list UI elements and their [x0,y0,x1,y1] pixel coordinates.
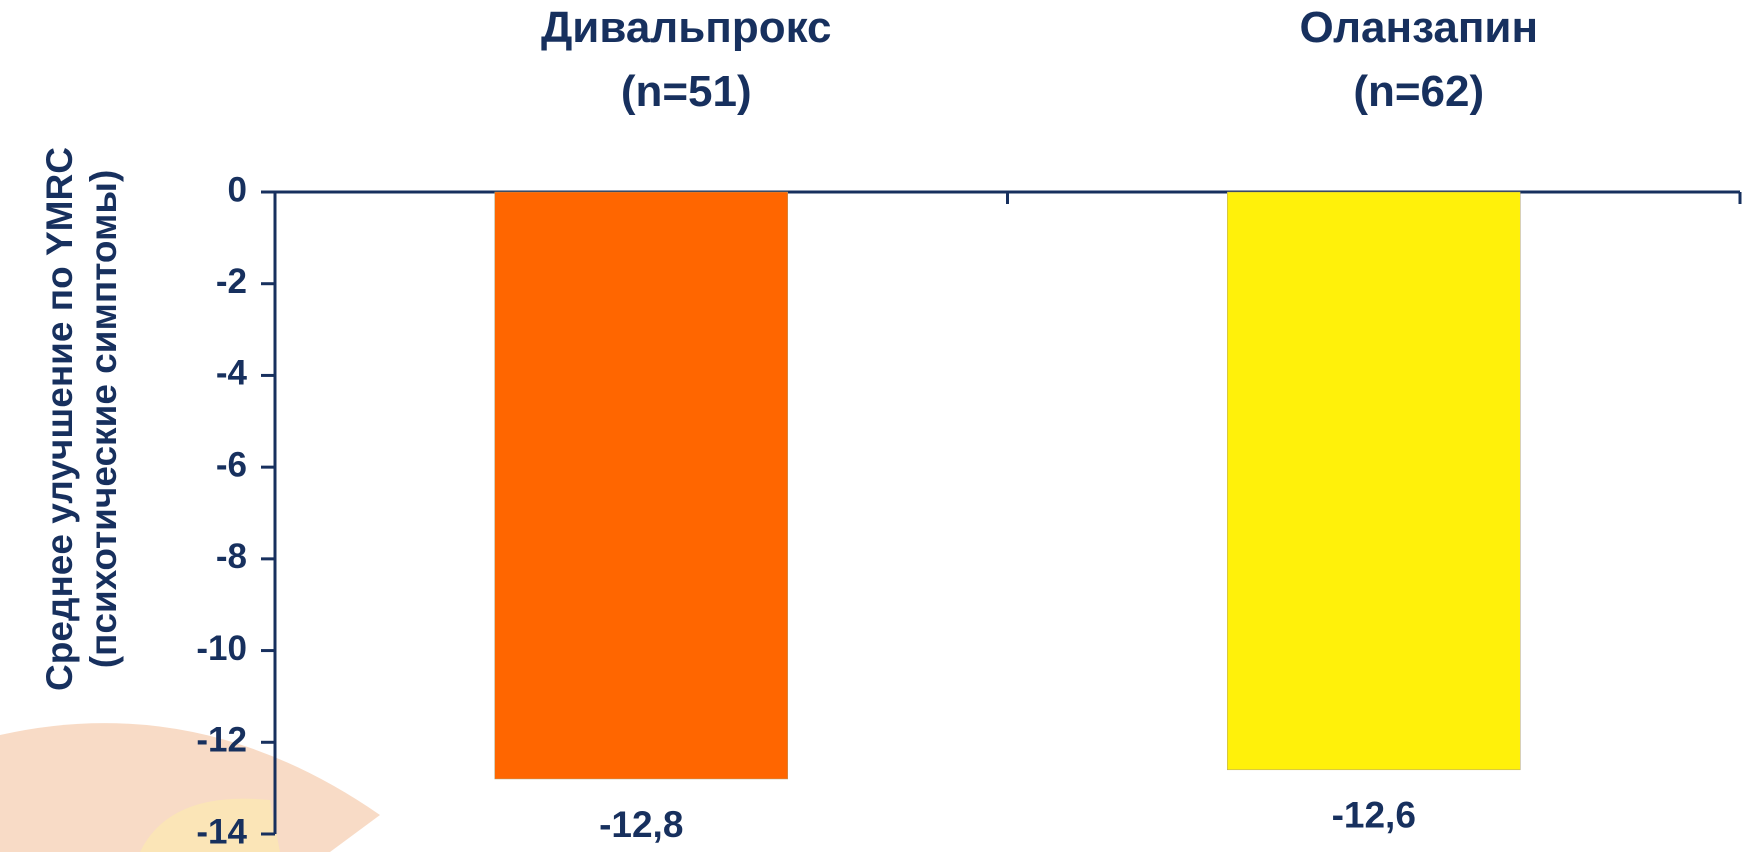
y-tick-label: -8 [216,537,247,576]
y-tick-label: -12 [196,721,247,760]
swoosh [140,798,280,852]
value-label: -12,6 [1332,795,1416,836]
y-tick-label: -6 [216,445,247,484]
category-label: Оланзапин (n=62) [1299,3,1539,116]
value-label: -12,8 [599,804,683,845]
bar [494,191,788,780]
decoration [0,723,380,852]
y-tick-label: -10 [196,629,247,668]
swoosh [0,723,380,852]
y-axis-label: Среднее улучшение по YMRC (психотические… [39,147,124,691]
y-tick-label: -14 [196,812,247,851]
y-tick-label: -2 [216,262,247,301]
bar [1227,191,1521,771]
category-label: Дивальпрокс (n=51) [540,3,832,116]
y-tick-label: 0 [228,170,247,209]
y-tick-label: -4 [216,354,248,393]
